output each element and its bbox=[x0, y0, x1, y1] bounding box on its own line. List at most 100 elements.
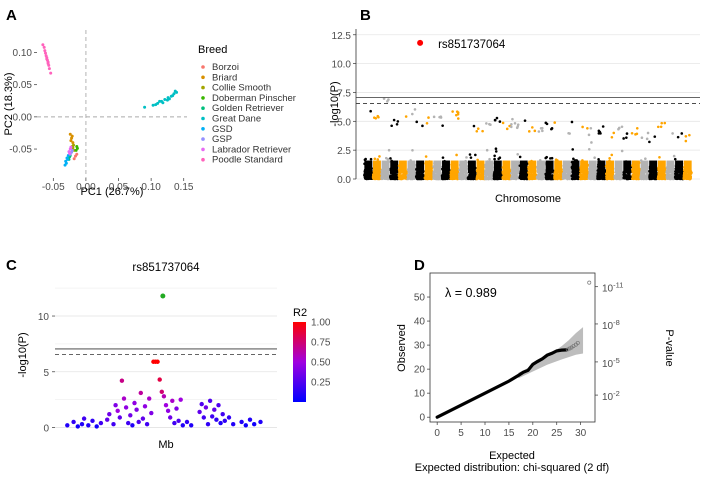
panel-b-snp-point bbox=[653, 177, 656, 181]
panel-b-snp-point bbox=[456, 117, 460, 120]
panel-b-snp-point bbox=[432, 115, 436, 119]
panel-a-x-tick-label: 0.00 bbox=[76, 182, 96, 193]
panel-b-snp-point bbox=[642, 176, 645, 179]
panel-b-snp-point bbox=[658, 156, 661, 159]
panel-a-point bbox=[75, 146, 79, 150]
panel-b-snp-point bbox=[417, 176, 421, 180]
panel-c-snp-point bbox=[176, 418, 181, 424]
panel-b-snp-point bbox=[498, 174, 502, 178]
panel-b-snp-point bbox=[587, 133, 591, 137]
panel-b-snp-band bbox=[562, 160, 571, 174]
panel-b-snp-point bbox=[386, 157, 390, 161]
panel-a-point bbox=[69, 139, 73, 143]
panel-b-snp-point bbox=[553, 121, 557, 124]
panel-b-snp-point bbox=[610, 135, 614, 139]
panel-b-snp-point bbox=[442, 173, 446, 176]
panel-a-legend-key bbox=[201, 75, 205, 80]
panel-b-snp-point bbox=[645, 137, 649, 141]
panel-b-snp-point bbox=[541, 129, 544, 133]
panel-d-tail-point bbox=[565, 347, 570, 352]
panel-c-snp-point bbox=[220, 411, 225, 417]
panel-c-y-tick-label: 0 bbox=[43, 424, 49, 435]
panel-b-snp-point bbox=[494, 147, 498, 150]
panel-b-plot-area bbox=[356, 29, 700, 179]
panel-c-colorbar-tick-label: 0.25 bbox=[311, 378, 331, 389]
panel-b-snp-point bbox=[413, 108, 417, 111]
panel-b-snp-point bbox=[540, 126, 544, 130]
panel-b-snp-point bbox=[625, 132, 629, 135]
panel-b-snp-point bbox=[465, 156, 468, 159]
panel-b-snp-band bbox=[493, 160, 502, 174]
panel-d-right-tick-exponent: -11 bbox=[613, 281, 623, 290]
panel-b-snp-point bbox=[454, 176, 458, 179]
panel-c-snp-point bbox=[243, 423, 248, 428]
panel-b-snp-band bbox=[450, 160, 459, 174]
panel-c-snp-point bbox=[231, 421, 236, 427]
panel-b-snp-point bbox=[501, 121, 505, 125]
panel-b-snp-point bbox=[376, 158, 380, 161]
panel-b-snp-point bbox=[590, 141, 593, 144]
panel-a-point bbox=[158, 99, 162, 103]
panel-c-snp-point bbox=[147, 396, 152, 401]
panel-a-legend-key bbox=[201, 96, 205, 100]
panel-a-point bbox=[49, 71, 53, 75]
panel-b-snp-point bbox=[477, 175, 481, 179]
panel-b-snp-point bbox=[364, 175, 367, 178]
panel-a-point bbox=[42, 45, 46, 49]
panel-c-snp-point bbox=[94, 424, 99, 429]
panel-a-point bbox=[70, 134, 74, 138]
panel-c-snp-point bbox=[142, 404, 148, 409]
panel-c-colorbar-tick-label: 0.75 bbox=[311, 338, 331, 349]
panel-b-snp-band bbox=[467, 160, 476, 174]
panel-a-point bbox=[63, 163, 67, 167]
panel-d-y-label: Observed bbox=[396, 324, 408, 372]
panel-c-snp-point bbox=[81, 416, 87, 421]
panel-b-snp-point bbox=[458, 177, 462, 181]
panel-b-snp-point bbox=[659, 125, 663, 129]
panel-b-snp-point bbox=[558, 176, 562, 179]
panel-b-snp-point bbox=[402, 175, 406, 179]
panel-c-regional: C rs851737064 0 5 10 Mb -log10(P) R2 1.00 0… bbox=[6, 257, 331, 451]
panel-b-snp-point bbox=[672, 174, 675, 178]
panel-b-snp-point bbox=[629, 177, 632, 181]
panel-b-snp-point bbox=[381, 174, 384, 177]
panel-c-snp-point bbox=[157, 377, 162, 382]
panel-b-snp-point bbox=[390, 124, 393, 128]
panel-b-y-tick-label: 2.5 bbox=[337, 146, 351, 157]
panel-b-snp-point bbox=[475, 129, 479, 133]
panel-b-snp-point bbox=[531, 126, 534, 129]
panel-c-snp-point bbox=[226, 415, 232, 420]
panel-b-snp-point bbox=[430, 172, 434, 176]
panel-d-right-tick-exponent: -5 bbox=[613, 356, 620, 365]
panel-b-snp-point bbox=[639, 176, 643, 179]
panel-a-point bbox=[163, 97, 167, 101]
panel-d-y-label-right: P-value bbox=[663, 329, 675, 366]
panel-c-snp-point bbox=[144, 421, 150, 427]
panel-b-snp-band bbox=[666, 160, 675, 174]
panel-b-snp-point bbox=[608, 156, 611, 160]
panel-b-snp-point bbox=[455, 153, 458, 157]
panel-c-snp-point bbox=[90, 418, 95, 424]
panel-c-snp-point bbox=[123, 405, 129, 410]
panel-b-snp-point bbox=[459, 174, 462, 178]
panel-b-snp-point bbox=[593, 156, 596, 160]
panel-a-y-tick-label: 0.00 bbox=[13, 112, 33, 123]
panel-c-snp-point bbox=[130, 423, 135, 428]
panel-c-snp-point bbox=[111, 421, 116, 427]
panel-b-snp-point bbox=[619, 177, 622, 181]
panel-a-y-label: PC2 (18.3%) bbox=[3, 73, 15, 136]
panel-b-snp-point bbox=[367, 174, 371, 178]
panel-b-snp-point bbox=[365, 177, 369, 181]
panel-b-snp-band bbox=[511, 160, 520, 174]
panel-b-snp-point bbox=[498, 120, 502, 123]
panel-d-tail-point bbox=[567, 346, 572, 351]
panel-b-snp-point bbox=[494, 150, 498, 153]
panel-b-manhattan: B 0.0 2.5 5.0 7.5 10.0 12.5 rs851737064 Chrom… bbox=[329, 7, 700, 205]
panel-b-snp-point bbox=[441, 156, 445, 159]
panel-d-right-tick-label: 10-11 bbox=[602, 281, 623, 295]
panel-b-snp-point bbox=[438, 115, 441, 119]
panel-b-snp-point bbox=[493, 157, 496, 161]
panel-b-snp-point bbox=[542, 172, 546, 176]
